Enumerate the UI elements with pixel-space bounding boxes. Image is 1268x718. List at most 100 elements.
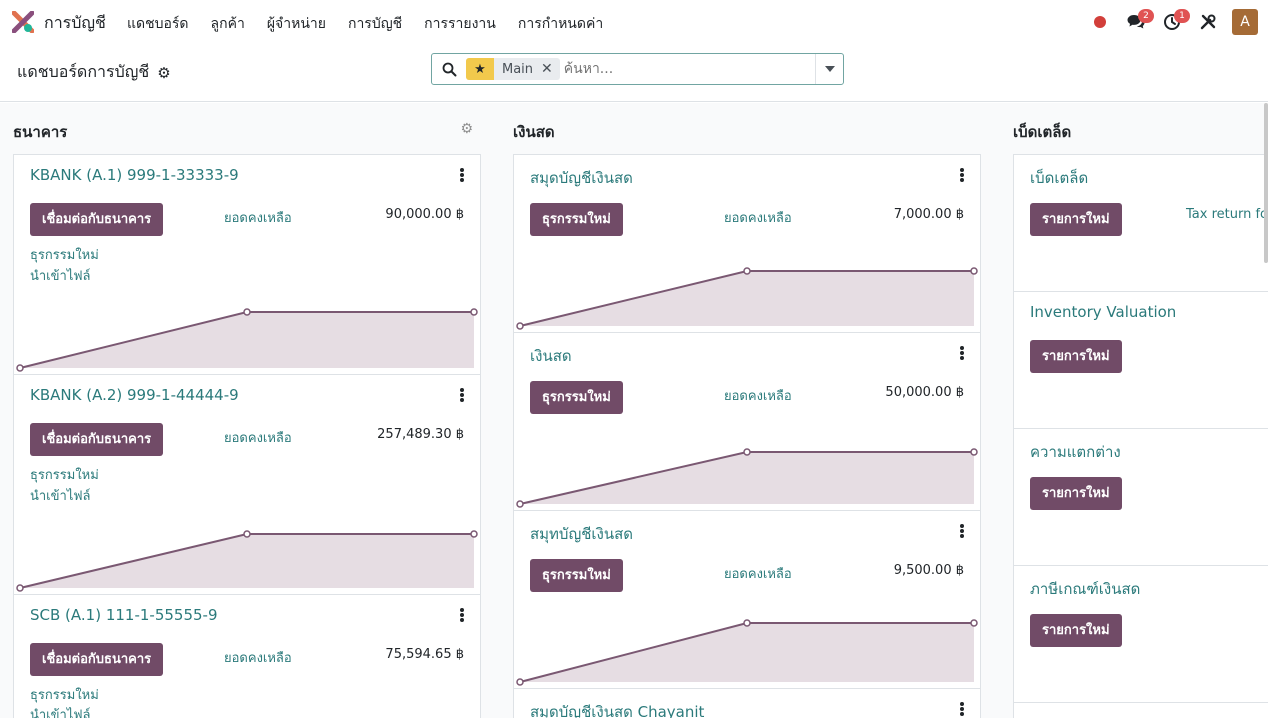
menu-configuration[interactable]: การกำหนดค่า — [517, 16, 604, 32]
journal-name[interactable]: Inventory Valuation — [1030, 303, 1177, 321]
graph-point — [970, 619, 978, 627]
search-bar: ★ Main ✕ — [431, 53, 844, 85]
journal-card: SCB (A.1) 111-1-55555-9 เชื่อมต่อกับธนาค… — [13, 594, 481, 718]
new-transaction-link[interactable]: ธุรกรรมใหม่ — [30, 248, 99, 263]
balance-value: 90,000.00 ฿ — [385, 207, 464, 222]
journal-card: สมุทบัญชีเงินสด ธุรกรรมใหม่ ยอดคงเหลือ 9… — [513, 510, 981, 689]
connect-bank-button[interactable]: เชื่อมต่อกับธนาคาร — [30, 643, 164, 676]
balance-label[interactable]: ยอดคงเหลือ — [724, 567, 792, 582]
balance-label[interactable]: ยอดคงเหลือ — [224, 431, 292, 446]
journal-name[interactable]: ความแตกต่าง — [1030, 443, 1121, 461]
new-entry-button[interactable]: รายการใหม่ — [1030, 203, 1122, 236]
graph-area — [520, 623, 974, 682]
search-icon[interactable] — [432, 62, 466, 77]
gear-icon[interactable]: ⚙ — [460, 121, 473, 137]
journal-name[interactable]: SCB (A.1) 111-1-55555-9 — [30, 606, 218, 624]
search-facet: ★ Main ✕ — [466, 58, 560, 80]
main-menu: แดชบอร์ด ลูกค้า ผู้จำหน่าย การบัญชี การร… — [127, 13, 625, 35]
journal-card: KBANK (A.2) 999-1-44444-9 เชื่อมต่อกับธน… — [13, 374, 481, 595]
journal-name[interactable]: สมุดบัญชีเงินสด — [530, 169, 633, 187]
graph-point — [743, 619, 751, 627]
graph-area — [520, 271, 974, 326]
app-name[interactable]: การบัญชี — [44, 13, 106, 32]
menu-customers[interactable]: ลูกค้า — [210, 16, 245, 32]
kebab-menu-icon[interactable] — [960, 346, 964, 360]
journal-card: Inventory Valuation รายการใหม่ — [1013, 291, 1268, 429]
user-avatar[interactable]: A — [1232, 9, 1258, 35]
graph-point — [243, 308, 251, 316]
messages-count-badge: 2 — [1138, 9, 1154, 23]
graph-point — [516, 678, 524, 686]
kebab-menu-icon[interactable] — [960, 702, 964, 716]
import-file-link[interactable]: นำเข้าไฟล์ — [30, 708, 91, 718]
connect-bank-button[interactable]: เชื่อมต่อกับธนาคาร — [30, 423, 164, 456]
import-file-link[interactable]: นำเข้าไฟล์ — [30, 489, 91, 504]
accounting-app-icon[interactable] — [12, 11, 34, 33]
journal-name[interactable]: เงินสด — [530, 347, 572, 365]
gear-icon[interactable]: ⚙ — [157, 63, 171, 82]
red-dot-icon — [1094, 16, 1106, 28]
new-transaction-link[interactable]: ธุรกรรมใหม่ — [30, 688, 99, 703]
graph-point — [970, 448, 978, 456]
activities-button[interactable]: 1 — [1154, 8, 1190, 36]
kebab-menu-icon[interactable] — [460, 608, 464, 622]
balance-value: 50,000.00 ฿ — [885, 385, 964, 400]
debug-tools-button[interactable] — [1190, 8, 1226, 36]
kebab-menu-icon[interactable] — [960, 524, 964, 538]
journal-name[interactable]: ภาษีเกณฑ์เงินสด — [1030, 580, 1141, 598]
balance-graph[interactable] — [514, 441, 980, 510]
graph-point — [470, 530, 478, 538]
menu-vendors[interactable]: ผู้จำหน่าย — [266, 16, 326, 32]
journal-card — [1013, 702, 1268, 718]
breadcrumb: แดชบอร์ดการบัญชี ⚙ — [17, 60, 171, 85]
new-entry-button[interactable]: รายการใหม่ — [1030, 614, 1122, 647]
tax-return-link[interactable]: Tax return fo — [1186, 207, 1268, 222]
balance-label[interactable]: ยอดคงเหลือ — [224, 211, 292, 226]
import-file-link[interactable]: นำเข้าไฟล์ — [30, 269, 91, 284]
new-entry-button[interactable]: รายการใหม่ — [1030, 340, 1122, 373]
balance-graph[interactable] — [14, 525, 480, 594]
journal-name[interactable]: KBANK (A.2) 999-1-44444-9 — [30, 386, 239, 404]
kebab-menu-icon[interactable] — [460, 168, 464, 182]
facet-label: Main — [502, 61, 534, 77]
connect-bank-button[interactable]: เชื่อมต่อกับธนาคาร — [30, 203, 164, 236]
balance-graph[interactable] — [514, 619, 980, 688]
remove-facet-icon[interactable]: ✕ — [541, 61, 553, 77]
journal-name[interactable]: สมุทบัญชีเงินสด — [530, 525, 634, 543]
journal-card: KBANK (A.1) 999-1-33333-9 เชื่อมต่อกับธน… — [13, 154, 481, 375]
graph-point — [970, 267, 978, 275]
star-icon: ★ — [466, 58, 494, 80]
balance-label[interactable]: ยอดคงเหลือ — [224, 651, 292, 666]
new-transaction-button[interactable]: ธุรกรรมใหม่ — [530, 559, 623, 592]
journal-name[interactable]: เบ็ดเตล็ด — [1030, 169, 1089, 187]
journal-name[interactable]: สมุดบัญชีเงินสด Chayanit — [530, 703, 705, 718]
messages-button[interactable]: 2 — [1118, 8, 1154, 36]
graph-area — [520, 452, 974, 504]
balance-value: 257,489.30 ฿ — [377, 427, 464, 442]
graph-area — [20, 312, 474, 368]
activities-count-badge: 1 — [1174, 9, 1190, 23]
balance-graph[interactable] — [514, 263, 980, 332]
graph-point — [243, 530, 251, 538]
scrollbar-thumb[interactable] — [1264, 103, 1268, 263]
new-transaction-link[interactable]: ธุรกรรมใหม่ — [30, 468, 99, 483]
balance-label[interactable]: ยอดคงเหลือ — [724, 211, 792, 226]
graph-point — [516, 500, 524, 508]
balance-graph[interactable] — [14, 305, 480, 374]
new-transaction-button[interactable]: ธุรกรรมใหม่ — [530, 203, 623, 236]
kebab-menu-icon[interactable] — [460, 388, 464, 402]
journal-name[interactable]: KBANK (A.1) 999-1-33333-9 — [30, 166, 239, 184]
journal-card: สมุดบัญชีเงินสด ธุรกรรมใหม่ ยอดคงเหลือ 7… — [513, 154, 981, 333]
new-transaction-button[interactable]: ธุรกรรมใหม่ — [530, 381, 623, 414]
new-entry-button[interactable]: รายการใหม่ — [1030, 477, 1122, 510]
column-bank: ธนาคาร ⚙ KBANK (A.1) 999-1-33333-9 เชื่อ… — [13, 103, 481, 718]
balance-label[interactable]: ยอดคงเหลือ — [724, 389, 792, 404]
menu-dashboard[interactable]: แดชบอร์ด — [127, 16, 189, 32]
kebab-menu-icon[interactable] — [960, 168, 964, 182]
menu-reporting[interactable]: การรายงาน — [424, 16, 496, 32]
search-input[interactable] — [563, 55, 804, 83]
status-indicator[interactable] — [1082, 8, 1118, 36]
menu-accounting[interactable]: การบัญชี — [347, 16, 403, 32]
search-options-toggle[interactable] — [815, 54, 843, 84]
graph-point — [16, 584, 24, 592]
